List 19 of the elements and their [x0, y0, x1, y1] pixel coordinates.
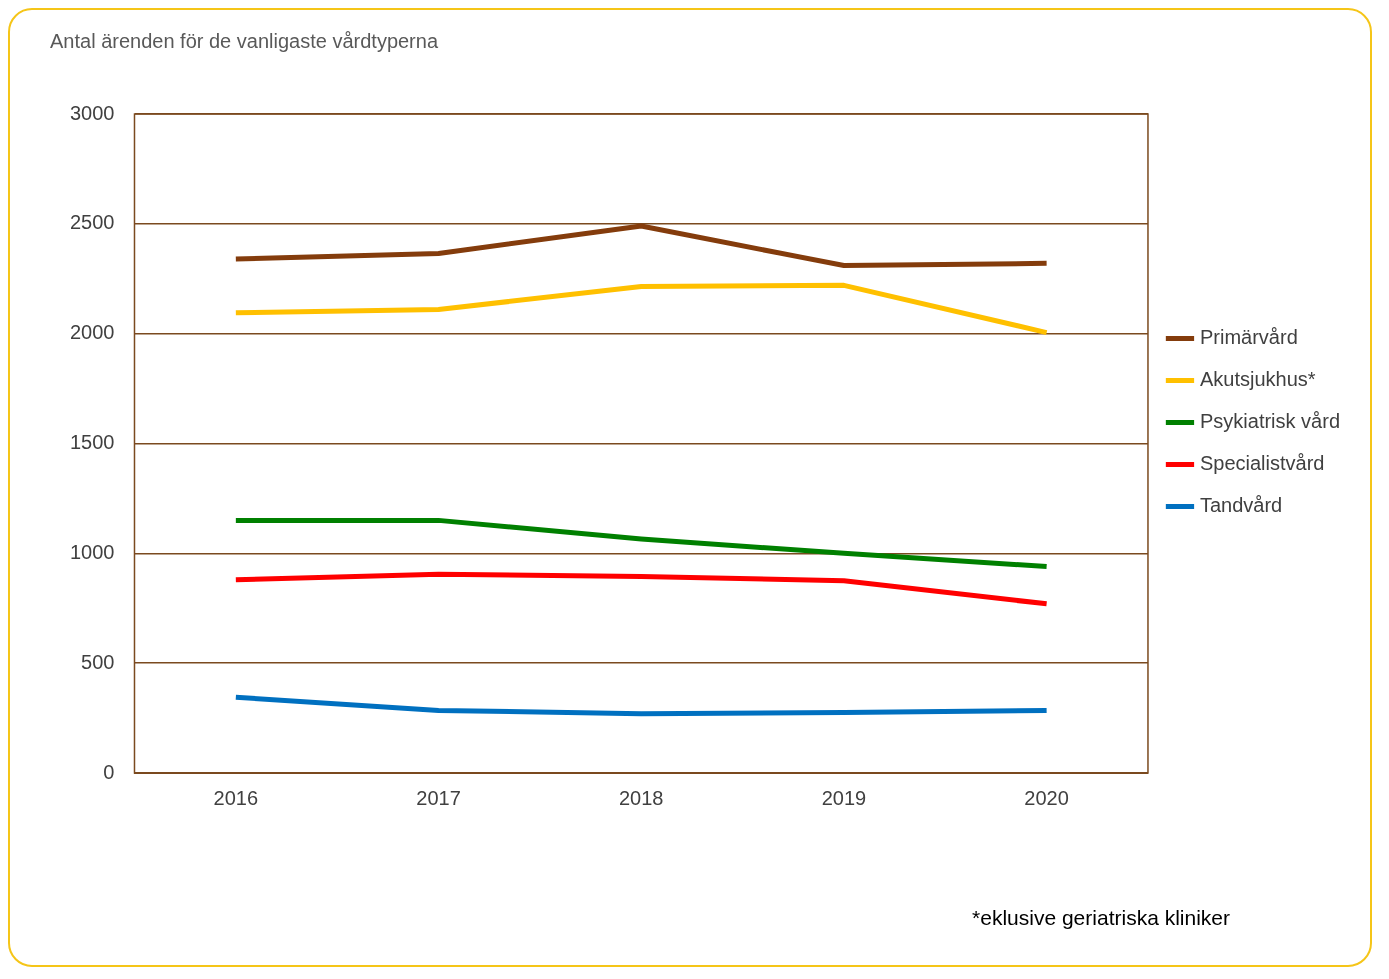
y-tick-label: 1500: [69, 431, 115, 454]
text: *eklusive geriatriska kliniker: [972, 906, 1230, 929]
legend-label: Specialistvård: [1199, 452, 1325, 475]
y-tick-label: 2500: [69, 211, 115, 234]
x-tick-label: 2018: [618, 786, 664, 809]
legend-label: Psykiatrisk vård: [1199, 410, 1340, 433]
x-tick-label: 2016: [213, 786, 259, 809]
x-tick-label: 2019: [821, 786, 867, 809]
legend-label: Tandvård: [1199, 494, 1283, 517]
x-tick-label: 2020: [1024, 786, 1069, 809]
x-tick-label: 2017: [416, 786, 461, 809]
chart-title: Antal ärenden för de vanligaste vårdtyperna: [50, 29, 439, 52]
y-tick-label: 3000: [69, 101, 115, 124]
y-tick-label: 500: [81, 650, 115, 673]
y-tick-label: 1000: [69, 540, 115, 563]
legend-label: Akutsjukhus*: [1199, 368, 1316, 391]
y-tick-label: 2000: [69, 321, 115, 344]
y-tick-label: 0: [103, 760, 115, 783]
legend-label: Primärvård: [1199, 326, 1298, 349]
